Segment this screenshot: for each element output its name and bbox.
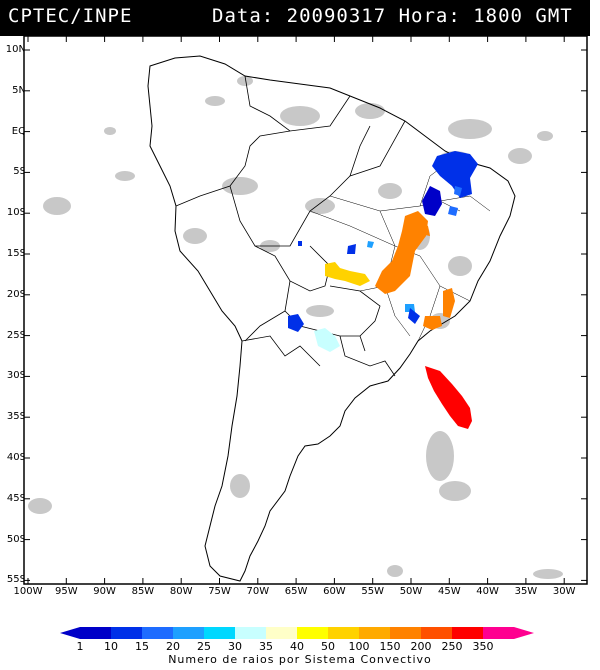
scale-value: 250 [441,640,463,653]
scale-value: 25 [197,640,211,653]
south-america-coastline [147,55,516,582]
lat-label: 15S [6,248,26,259]
lat-label: 30S [6,370,26,382]
scale-value: 30 [228,640,242,653]
scale-swatch [390,627,421,639]
lon-label: 35W [514,586,538,597]
lon-label: 75W [208,586,231,597]
legend-caption: Numero de raios por Sistema Convectivo [168,653,432,666]
scale-swatch [266,627,297,639]
scale-swatch [452,627,483,639]
lat-label: EQ [11,125,26,137]
scale-value: 40 [290,640,304,653]
lon-label: 65W [284,586,308,597]
scale-value: 150 [379,640,401,653]
scale-swatch [142,627,173,639]
lat-label: 10S [6,207,26,219]
scale-swatch [421,627,452,639]
axis-ticks [24,36,587,584]
lightning-clusters [288,151,478,429]
scale-value: 15 [135,640,149,653]
map-frame [23,36,588,585]
lat-label: 5S [13,166,26,178]
scale-swatch [328,627,359,639]
lon-label: 55W [361,586,384,597]
scale-swatch [359,627,390,639]
lat-label: 25S [6,329,26,341]
lat-label: 45S [6,492,26,504]
scale-swatch [173,627,204,639]
scale-swatch [297,627,328,639]
lon-label: 30W [552,586,576,597]
lightning-map [23,36,588,585]
lat-label: 55S [6,574,26,586]
scale-swatch [204,627,235,639]
scale-arrow-right [514,627,534,639]
lat-label: 10N [5,44,26,55]
scale-value: 200 [410,640,432,653]
lat-label: 50S [6,533,26,545]
scale-value: 20 [166,640,180,653]
scale-swatch [483,627,514,639]
lon-label: 80W [169,586,193,597]
scale-value: 1 [76,640,84,653]
title-bar: CPTEC/INPE Data: 20090317 Hora: 1800 GMT [0,0,590,36]
lat-label: 20S [6,288,26,300]
scale-value: 35 [259,640,273,653]
scale-swatch [111,627,142,639]
lon-label: 40W [476,586,499,597]
color-scale-bar [60,627,534,639]
lon-label: 85W [131,586,155,597]
scale-value: 350 [472,640,494,653]
scale-arrow-left [60,627,80,639]
scale-value: 50 [321,640,335,653]
lat-label: 40S [6,452,26,463]
scale-value: 100 [348,640,370,653]
lon-label: 100W [13,586,43,597]
lon-label: 60W [323,586,346,597]
lat-label: 35S [6,411,26,423]
lon-label: 95W [54,586,78,597]
lat-label: 5N [12,84,26,96]
agency-title: CPTEC/INPE [8,5,133,27]
scale-swatch [235,627,266,639]
lon-label: 70W [246,586,270,597]
scale-value: 10 [104,640,118,653]
lon-label: 50W [399,586,423,597]
date-time-title: Data: 20090317 Hora: 1800 GMT [212,5,573,27]
lon-label: 45W [437,586,461,597]
lon-label: 90W [93,586,116,597]
scale-swatch [80,627,111,639]
